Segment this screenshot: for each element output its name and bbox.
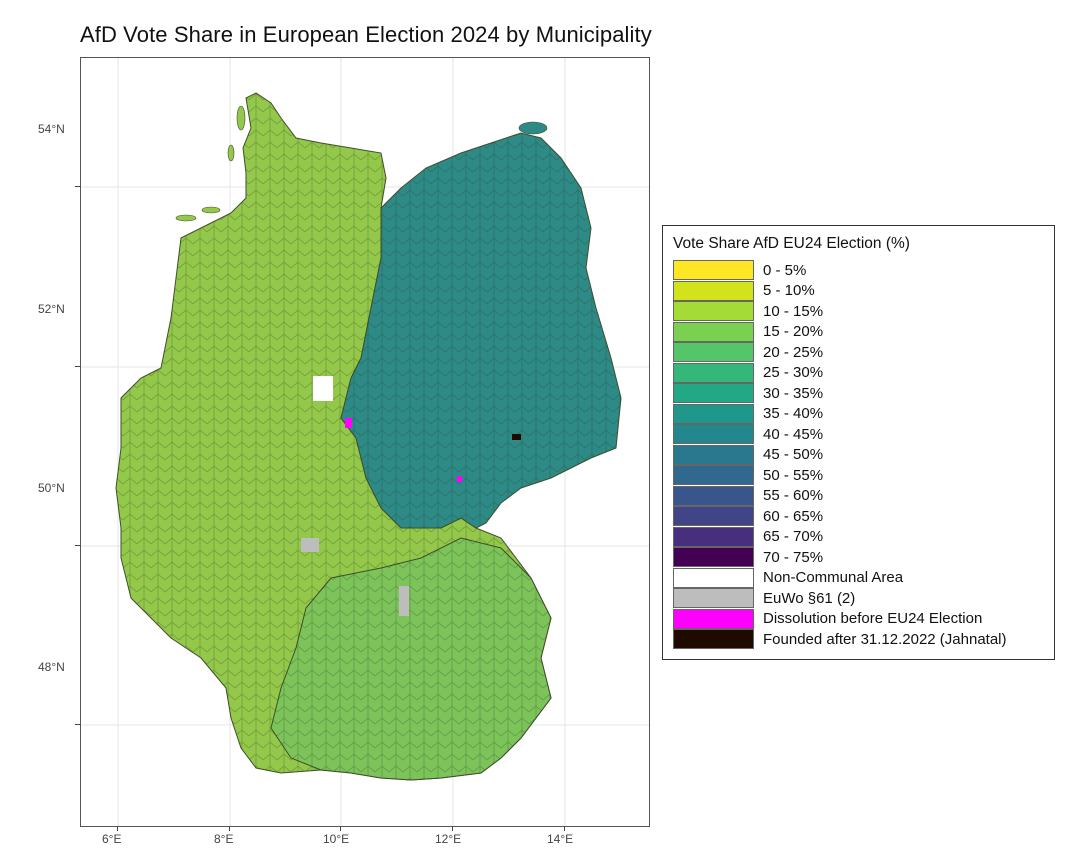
- legend-swatch: [673, 280, 754, 301]
- legend-item: Non-Communal Area: [673, 567, 904, 588]
- legend-item: 30 - 35%: [673, 383, 823, 403]
- legend-label: Non-Communal Area: [763, 569, 904, 586]
- lon-tick: [229, 826, 230, 831]
- legend-label: 55 - 60%: [763, 487, 824, 504]
- legend-label: 70 - 75%: [763, 548, 824, 566]
- lat-label: 50°N: [38, 481, 65, 495]
- euwo-area: [301, 538, 319, 552]
- euwo-area: [399, 586, 409, 616]
- legend-title: Vote Share AfD EU24 Election (%): [673, 235, 910, 252]
- lon-label: 12°E: [435, 832, 462, 846]
- legend: Vote Share AfD EU24 Election (%) 0 - 5% 5…: [662, 225, 1055, 660]
- legend-swatch: [673, 301, 754, 321]
- legend-label: 15 - 20%: [763, 323, 824, 340]
- legend-label: 0 - 5%: [763, 261, 807, 279]
- legend-swatch: [673, 629, 754, 649]
- lat-tick: [75, 366, 80, 367]
- legend-item: EuWo §61 (2): [673, 588, 855, 608]
- lon-label: 10°E: [323, 832, 350, 846]
- lat-label: 52°N: [38, 302, 65, 316]
- legend-label: 35 - 40%: [763, 405, 824, 422]
- germany-map: [81, 58, 649, 826]
- legend-swatch: [673, 547, 754, 567]
- lat-tick: [75, 186, 80, 187]
- legend-item: 35 - 40%: [673, 403, 824, 424]
- jahnatal-area: [512, 434, 521, 440]
- lat-tick: [75, 545, 80, 546]
- dissolution-area: [457, 476, 462, 482]
- legend-swatch: [673, 485, 754, 506]
- legend-item: 45 - 50%: [673, 444, 824, 465]
- special-areas: [301, 376, 521, 616]
- legend-label: 65 - 70%: [763, 528, 824, 545]
- legend-label: 45 - 50%: [763, 446, 824, 463]
- legend-item: 10 - 15%: [673, 301, 823, 321]
- legend-swatch: [673, 321, 754, 342]
- islands: [175, 105, 548, 222]
- legend-item: 5 - 10%: [673, 280, 815, 301]
- legend-label: EuWo §61 (2): [763, 589, 856, 607]
- lon-tick: [340, 826, 341, 831]
- legend-swatch: [673, 342, 754, 362]
- legend-label: 60 - 65%: [763, 507, 824, 525]
- chart-title: AfD Vote Share in European Election 2024…: [80, 22, 652, 47]
- legend-label: 30 - 35%: [763, 384, 824, 402]
- dissolution-area: [345, 418, 352, 428]
- legend-item: 55 - 60%: [673, 485, 824, 506]
- legend-item: Dissolution before EU24 Election: [673, 608, 983, 629]
- legend-swatch: [673, 506, 754, 526]
- lon-label: 6°E: [102, 832, 122, 846]
- lon-tick: [564, 826, 565, 831]
- lat-tick: [75, 724, 80, 725]
- legend-swatch: [673, 403, 754, 424]
- lat-label: 48°N: [38, 660, 65, 674]
- lon-label: 8°E: [214, 832, 234, 846]
- legend-item: 50 - 55%: [673, 465, 823, 485]
- legend-item: 70 - 75%: [673, 547, 823, 567]
- legend-swatch: [673, 444, 754, 465]
- legend-item: 20 - 25%: [673, 342, 823, 362]
- municipality-texture: [341, 133, 621, 528]
- map-panel: [80, 57, 650, 827]
- legend-item: 15 - 20%: [673, 321, 824, 342]
- lon-label: 14°E: [547, 832, 574, 846]
- lat-label: 54°N: [38, 122, 65, 136]
- legend-label: Founded after 31.12.2022 (Jahnatal): [763, 630, 1007, 648]
- legend-label: 10 - 15%: [763, 302, 824, 320]
- legend-swatch: [673, 424, 754, 444]
- legend-label: 25 - 30%: [763, 364, 824, 381]
- legend-item: Founded after 31.12.2022 (Jahnatal): [673, 629, 1007, 649]
- legend-swatch: [673, 526, 754, 547]
- legend-swatch: [673, 260, 754, 280]
- legend-swatch: [673, 362, 754, 383]
- lon-tick: [117, 826, 118, 831]
- legend-label: 20 - 25%: [763, 343, 824, 361]
- legend-swatch: [673, 588, 754, 608]
- legend-item: 0 - 5%: [673, 260, 806, 280]
- legend-item: 40 - 45%: [673, 424, 823, 444]
- legend-label: 5 - 10%: [763, 282, 815, 299]
- municipality-texture: [271, 538, 551, 780]
- legend-item: 25 - 30%: [673, 362, 824, 383]
- legend-label: 50 - 55%: [763, 466, 824, 484]
- legend-label: 40 - 45%: [763, 425, 824, 443]
- legend-item: 65 - 70%: [673, 526, 824, 547]
- legend-swatch: [673, 567, 754, 588]
- legend-label: Dissolution before EU24 Election: [763, 610, 983, 627]
- legend-item: 60 - 65%: [673, 506, 823, 526]
- legend-swatch: [673, 608, 754, 629]
- lon-tick: [452, 826, 453, 831]
- legend-swatch: [673, 465, 754, 485]
- legend-swatch: [673, 383, 754, 403]
